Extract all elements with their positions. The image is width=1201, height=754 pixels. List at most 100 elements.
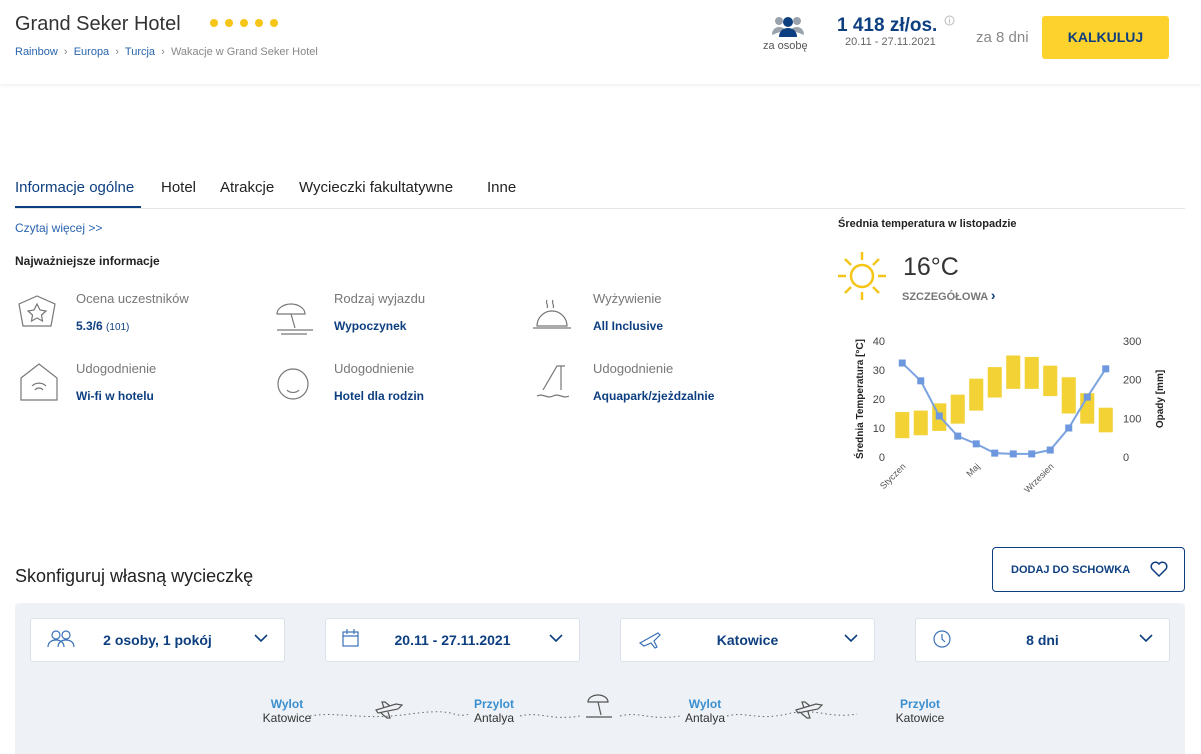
weather-title: Średnia temperatura w listopadzie xyxy=(838,218,1017,230)
route-city: Antalya xyxy=(473,711,515,725)
select-icons xyxy=(47,629,1153,649)
duration: za 8 dni xyxy=(976,29,1029,46)
tab-underline xyxy=(15,206,141,209)
star xyxy=(240,19,248,27)
crumb[interactable]: Rainbow xyxy=(15,46,58,58)
y2-tick-label: 200 xyxy=(1123,375,1141,387)
info-icons xyxy=(18,295,571,401)
route-stop: Przylot Katowice xyxy=(880,697,960,725)
per-person: za osobę xyxy=(763,40,808,52)
rain-point xyxy=(1028,450,1036,458)
y-tick-label: 40 xyxy=(873,336,885,348)
info-value: All Inclusive xyxy=(593,319,664,333)
select[interactable]: Katowice xyxy=(620,618,875,662)
stars xyxy=(210,19,278,27)
x-tick-label: Maj xyxy=(964,461,981,478)
rain-point xyxy=(935,412,943,420)
select-value[interactable]: 2 osoby, 1 pokój xyxy=(103,632,212,648)
rain-point xyxy=(1065,424,1073,432)
tab[interactable]: Inne xyxy=(487,179,517,196)
climate-chart: 0 10 20 30 40 0 100 200 300 Średnia Temperatura [… xyxy=(853,336,1166,495)
y2-tick-label: 300 xyxy=(1123,336,1141,348)
temp-bar xyxy=(1043,365,1058,397)
rain-point xyxy=(972,440,980,448)
weather-link-text[interactable]: SZCZEGÓŁOWA xyxy=(902,291,988,303)
tab-divider xyxy=(15,208,1185,209)
info-label: Udogodnienie xyxy=(593,361,674,376)
configure-title: Skonfiguruj własną wycieczkę xyxy=(15,566,254,586)
rating-count: (101) xyxy=(106,322,130,333)
rain-point xyxy=(1009,450,1017,458)
star xyxy=(210,19,218,27)
tab[interactable]: Wycieczki fakultatywne xyxy=(299,179,454,196)
y-tick-label: 10 xyxy=(873,423,885,435)
rain-point xyxy=(954,432,962,440)
x-tick-label: Styczen xyxy=(878,461,908,491)
info-value: Hotel dla rodzin xyxy=(334,389,424,403)
breadcrumbs: Rainbow › Europa › Turcja › Wakacje w Gr… xyxy=(15,46,318,58)
rain-point xyxy=(991,449,999,457)
info-label: Ocena uczestników xyxy=(76,291,189,306)
save-button[interactable]: DODAJ DO SCHOWKA xyxy=(992,547,1185,592)
dates: 20.11 - 27.11.2021 xyxy=(845,36,936,48)
y-tick-label: 0 xyxy=(879,452,885,464)
weather-link[interactable]: SZCZEGÓŁOWA › xyxy=(902,287,996,303)
tab[interactable]: Informacje ogólne xyxy=(15,179,135,196)
calc-button[interactable]: KALKULUJ xyxy=(1042,16,1169,59)
save-button-text[interactable]: DODAJ DO SCHOWKA xyxy=(1011,564,1131,576)
info-label: Udogodnienie xyxy=(334,361,415,376)
x-tick-label: Wrzesien xyxy=(1022,461,1055,494)
temp-bar xyxy=(969,378,984,411)
route-label: Wylot xyxy=(688,697,722,711)
info-title: Najważniejsze informacje xyxy=(15,254,160,268)
y2-axis-label: Opady [mm] xyxy=(1155,370,1166,428)
tab[interactable]: Atrakcje xyxy=(220,179,275,196)
route-label: Przylot xyxy=(899,697,940,711)
route-label: Wylot xyxy=(270,697,304,711)
select-value[interactable]: Katowice xyxy=(716,632,779,648)
route-stop: Wylot Antalya xyxy=(665,697,745,725)
rain-point xyxy=(1083,393,1091,401)
route-stop: Przylot Antalya xyxy=(454,697,534,725)
y2-tick-label: 100 xyxy=(1123,413,1141,425)
route-label: Przylot xyxy=(473,697,514,711)
temp-bar xyxy=(1098,407,1113,433)
temp-bar xyxy=(1061,377,1076,414)
select-value[interactable]: 20.11 - 27.11.2021 xyxy=(394,632,511,648)
crumb[interactable]: Europa xyxy=(73,46,110,58)
select-value[interactable]: 8 dni xyxy=(1026,632,1059,648)
temp-bar xyxy=(913,410,928,436)
temp-bar xyxy=(1006,355,1021,389)
info-value: Aquapark/zjeżdzalnie xyxy=(593,389,715,403)
sun-icon xyxy=(838,252,886,300)
info-label: Rodzaj wyjazdu xyxy=(334,291,426,306)
route-city: Katowice xyxy=(262,711,312,725)
temp-bar xyxy=(895,412,910,439)
info-icon[interactable] xyxy=(944,15,955,26)
info-value: Wi-fi w hotelu xyxy=(76,389,154,403)
info-value: Wypoczynek xyxy=(334,319,407,333)
select[interactable]: 2 osoby, 1 pokój xyxy=(30,618,285,662)
rain-line xyxy=(901,362,1107,455)
crumb[interactable]: Turcja xyxy=(124,46,156,58)
y-axis-label: Średnia Temperatura [°C] xyxy=(853,339,866,459)
y-tick-label: 30 xyxy=(873,365,885,377)
temp-bar xyxy=(950,394,965,424)
temperature: 16°C xyxy=(903,253,959,281)
select[interactable]: 20.11 - 27.11.2021 xyxy=(325,618,580,662)
route-city: Katowice xyxy=(895,711,945,725)
temp-bar xyxy=(1080,393,1095,424)
star xyxy=(255,19,263,27)
rain-point xyxy=(1046,446,1054,454)
route-line xyxy=(309,694,858,719)
hotel-title: Grand Seker Hotel xyxy=(15,13,181,35)
route-city: Antalya xyxy=(684,711,726,725)
y-tick-label: 20 xyxy=(873,394,885,406)
rain-point xyxy=(898,359,906,367)
tab[interactable]: Hotel xyxy=(161,179,197,196)
select[interactable]: 8 dni xyxy=(915,618,1170,662)
read-more[interactable]: Czytaj więcej >> xyxy=(15,221,103,235)
star xyxy=(270,19,278,27)
rating: 5.3/6 xyxy=(76,319,103,333)
rain-point xyxy=(1102,365,1110,373)
